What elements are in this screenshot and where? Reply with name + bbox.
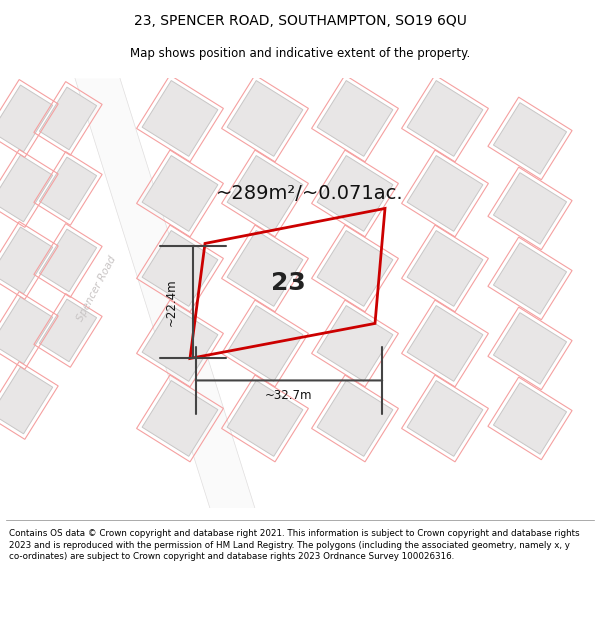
Polygon shape: [227, 156, 303, 231]
Polygon shape: [142, 381, 218, 456]
Polygon shape: [407, 156, 483, 231]
Polygon shape: [0, 227, 53, 294]
Polygon shape: [0, 85, 53, 152]
Polygon shape: [317, 156, 393, 231]
Polygon shape: [227, 231, 303, 306]
Text: Spencer Road: Spencer Road: [76, 254, 118, 322]
Polygon shape: [40, 299, 97, 362]
Text: 23, SPENCER ROAD, SOUTHAMPTON, SO19 6QU: 23, SPENCER ROAD, SOUTHAMPTON, SO19 6QU: [134, 14, 466, 28]
Polygon shape: [493, 242, 566, 314]
Polygon shape: [40, 157, 97, 220]
Polygon shape: [142, 231, 218, 306]
Polygon shape: [227, 81, 303, 156]
Polygon shape: [40, 87, 97, 150]
Polygon shape: [317, 381, 393, 456]
Polygon shape: [407, 81, 483, 156]
Polygon shape: [493, 382, 566, 454]
Text: 23: 23: [271, 271, 306, 296]
Polygon shape: [493, 312, 566, 384]
Polygon shape: [75, 78, 255, 508]
Polygon shape: [0, 367, 53, 434]
Polygon shape: [227, 381, 303, 456]
Polygon shape: [493, 173, 566, 244]
Polygon shape: [142, 306, 218, 381]
Polygon shape: [317, 306, 393, 381]
Polygon shape: [407, 231, 483, 306]
Text: ~289m²/~0.071ac.: ~289m²/~0.071ac.: [216, 184, 404, 203]
Polygon shape: [227, 306, 303, 381]
Polygon shape: [317, 231, 393, 306]
Polygon shape: [493, 102, 566, 174]
Polygon shape: [0, 155, 53, 222]
Text: Contains OS data © Crown copyright and database right 2021. This information is : Contains OS data © Crown copyright and d…: [9, 529, 580, 561]
Text: Map shows position and indicative extent of the property.: Map shows position and indicative extent…: [130, 47, 470, 60]
Text: ~22.4m: ~22.4m: [164, 278, 178, 326]
Polygon shape: [407, 381, 483, 456]
Polygon shape: [317, 81, 393, 156]
Polygon shape: [142, 81, 218, 156]
Polygon shape: [407, 306, 483, 381]
Polygon shape: [142, 156, 218, 231]
Polygon shape: [0, 297, 53, 364]
Polygon shape: [40, 229, 97, 292]
Text: ~32.7m: ~32.7m: [265, 389, 313, 402]
